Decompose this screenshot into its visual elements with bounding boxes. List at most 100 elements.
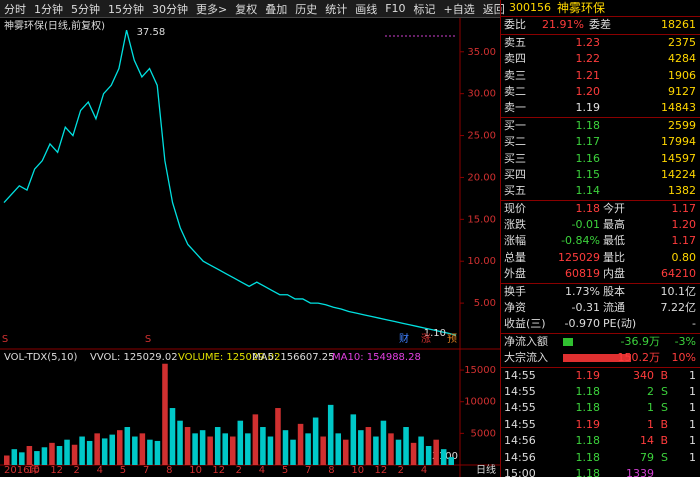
panel-row: 买二 1.17 17994 — [501, 134, 700, 150]
toolbar-button[interactable]: 5分钟 — [71, 2, 100, 16]
tick-count: 1 — [689, 368, 696, 382]
tick-price: 1.19 — [575, 368, 601, 382]
volume-bar — [380, 420, 387, 465]
stat-label: PE(动) — [603, 317, 637, 331]
toolbar-button[interactable]: 标记 — [413, 2, 436, 16]
toolbar-button[interactable]: 复权 — [235, 2, 258, 16]
book-label: 买一 — [504, 118, 526, 132]
volume-bar — [139, 433, 146, 465]
toolbar-button[interactable]: 分时 — [4, 2, 26, 16]
book-price: 1.20 — [575, 84, 601, 98]
tick-side: S — [661, 401, 668, 415]
stat-value: 125029 — [558, 250, 600, 264]
stat-value: -0.31 — [571, 301, 600, 315]
x-tick-label: 12 — [375, 465, 388, 476]
panel-row: 15:00 1.18 1339 — [501, 466, 700, 477]
volume-bar — [132, 436, 138, 465]
x-tick-label: 5 — [120, 465, 126, 476]
toolbar-button[interactable]: 统计 — [325, 2, 348, 16]
volume-bar — [199, 430, 206, 465]
period-label[interactable]: 日线 — [476, 463, 496, 476]
volume-bar — [26, 446, 33, 465]
toolbar-button[interactable]: 1分钟 — [34, 2, 63, 16]
stat-value: 0.80 — [671, 250, 697, 264]
tick-side: B — [660, 434, 668, 448]
stat-label: 外盘 — [504, 267, 526, 281]
stat-label: 换手 — [504, 284, 526, 298]
volume-bar — [260, 427, 266, 465]
y-tick-label: 10000 — [464, 397, 496, 408]
y-tick-label: 30.00 — [467, 89, 496, 100]
panel-row: 卖四 1.22 4284 — [501, 51, 700, 67]
tick-count: 1 — [689, 401, 696, 415]
stat-label: 涨跌 — [504, 218, 526, 232]
volume-bar — [4, 455, 10, 465]
book-price: 1.17 — [575, 135, 601, 149]
event-marker: 财 — [399, 332, 409, 345]
flow-value: 150.2万 — [617, 351, 661, 365]
y-tick-label: 15000 — [464, 365, 496, 376]
panel-row: 现价 1.18 今开 1.17 — [501, 201, 700, 217]
panel-row: 买五 1.14 1382 — [501, 183, 700, 201]
volume-bar — [64, 439, 70, 465]
tick-side: B — [660, 368, 668, 382]
stat-value: 10.1亿 — [660, 284, 697, 298]
volume-bar — [207, 436, 213, 465]
stat-label: 今开 — [603, 201, 625, 215]
toolbar-button[interactable]: 画线 — [355, 2, 378, 16]
stat-value: 1.17 — [671, 201, 697, 215]
volume-bar — [154, 440, 161, 465]
label: 委差 — [589, 18, 611, 32]
stat-value: 60819 — [565, 267, 600, 281]
y-tick-label: 25.00 — [467, 131, 496, 142]
toolbar-button[interactable]: 返回 — [482, 2, 505, 16]
toolbar-button[interactable]: 更多> — [196, 2, 228, 16]
volume-bar — [245, 433, 251, 465]
panel-row: 收益(三) -0.970 PE(动) - — [501, 316, 700, 334]
book-volume: 14843 — [661, 101, 696, 115]
book-volume: 14597 — [661, 151, 696, 165]
stat-label: 收益(三) — [504, 317, 546, 331]
x-tick-label: 2016年 — [4, 463, 39, 476]
stat-label: 净资 — [504, 301, 526, 315]
volume-bar — [252, 414, 259, 465]
toolbar-button[interactable]: 30分钟 — [152, 2, 188, 16]
stat-label: 股本 — [603, 284, 625, 298]
toolbar-button[interactable]: F10 — [385, 2, 406, 15]
stock-code: 300156 — [509, 1, 551, 14]
x-tick-label: 10 — [27, 465, 40, 476]
toolbar-button[interactable]: +自选 — [443, 2, 475, 16]
toolbar-button[interactable]: 叠加 — [265, 2, 288, 16]
toolbar-button[interactable]: 15分钟 — [108, 2, 144, 16]
volume-bar — [282, 430, 289, 465]
volume-bar — [320, 436, 326, 465]
panel-row: 涨跌 -0.01 最高 1.20 — [501, 217, 700, 233]
label: 委比 — [504, 18, 526, 32]
y-tick-label: 10.00 — [467, 256, 496, 267]
volume-bar — [440, 449, 447, 465]
book-price: 1.22 — [575, 52, 601, 66]
stat-value: -0.84% — [561, 234, 600, 248]
stat-label: 内盘 — [603, 267, 625, 281]
volume-bar — [101, 438, 108, 465]
indicator-label: VVOL: 125029.02 — [90, 352, 178, 363]
panel-row: 净资 -0.31 流通 7.22亿 — [501, 300, 700, 316]
stat-label: 最低 — [603, 234, 625, 248]
value: 18261 — [661, 18, 696, 32]
toolbar-button[interactable]: 历史 — [295, 2, 318, 16]
stock-name: 神雾环保 — [557, 1, 606, 15]
tick-volume: 2 — [647, 384, 654, 398]
book-label: 卖一 — [504, 101, 526, 115]
tick-time: 14:56 — [504, 450, 536, 464]
volume-bar — [169, 408, 176, 465]
volume-bar — [71, 444, 78, 465]
volume-bar — [327, 404, 334, 465]
value: 21.91% — [542, 18, 584, 32]
y-tick-label: 5000 — [471, 428, 496, 439]
tick-volume: 1339 — [626, 466, 654, 477]
event-marker: 涨 — [421, 333, 431, 345]
stat-value: - — [692, 317, 696, 331]
panel-row: 14:56 1.18 79 S 1 — [501, 450, 700, 466]
volume-bar — [267, 436, 274, 465]
book-volume: 2375 — [668, 35, 696, 49]
